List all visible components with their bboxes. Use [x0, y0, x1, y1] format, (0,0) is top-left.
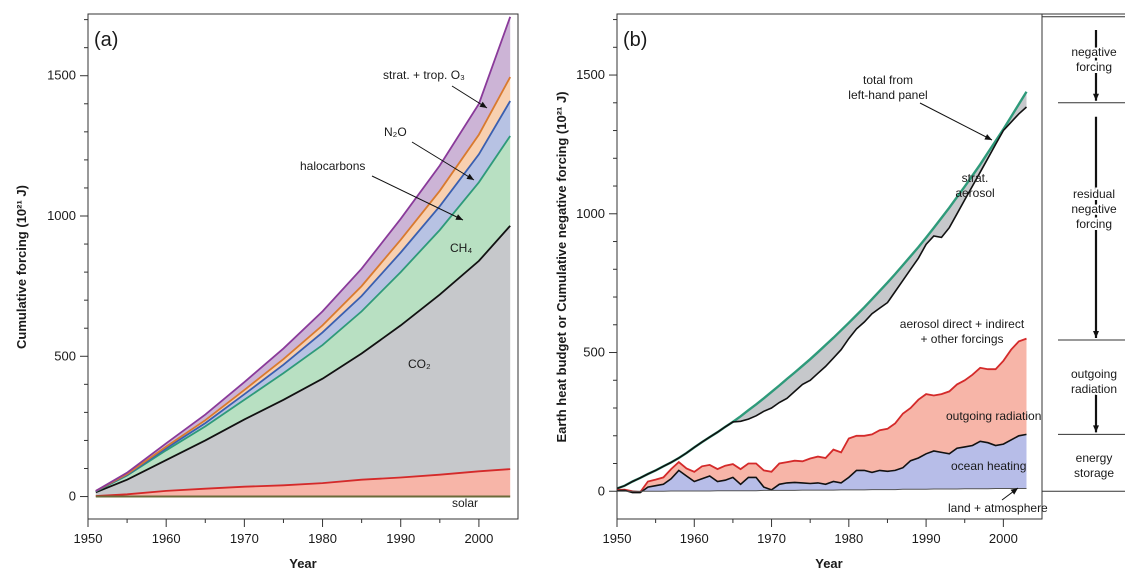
panel-a-ytick-label: 1000 — [47, 208, 76, 223]
panel-a-ytick-label: 1500 — [47, 68, 76, 83]
panel-b-ytick-label: 1000 — [576, 206, 605, 221]
panel-b-xtick-label: 1970 — [757, 531, 786, 546]
side-label-3-line1: storage — [1074, 466, 1114, 480]
side-label-2-line0: outgoing — [1071, 367, 1117, 381]
panel-a-xtick-label: 2000 — [464, 531, 493, 546]
annotation-o3: strat. + trop. O₃ — [383, 68, 465, 82]
panel-b: 1950 1960 1970 1980 1990 2000 0 500 1000 1500 (b)… — [554, 14, 1048, 571]
panel-a-ylabel: Cumulative forcing (10²¹ J) — [14, 185, 29, 349]
panel-b-xtick-label: 1950 — [603, 531, 632, 546]
annotation-strat-aerosol-line1: strat. — [962, 171, 989, 185]
side-panel: negativeforcingresidualnegativeforcingou… — [1042, 14, 1125, 491]
annotation-halocarbons: halocarbons — [300, 159, 365, 173]
panel-b-xlabel: Year — [815, 556, 842, 571]
side-label-0-line1: forcing — [1076, 60, 1112, 74]
panel-a-tag: (a) — [94, 29, 118, 51]
annotation-land-atmosphere: land + atmosphere — [948, 501, 1048, 515]
side-label-1-line2: forcing — [1076, 217, 1112, 231]
arrow-total — [920, 103, 992, 140]
panel-b-ytick-label: 500 — [583, 345, 605, 360]
panel-a-xtick-label: 1980 — [308, 531, 337, 546]
annotation-n2o: N₂O — [384, 125, 407, 139]
annotation-solar: solar — [452, 496, 478, 510]
panel-a-xtick-label: 1970 — [230, 531, 259, 546]
panel-b-ytick-label: 1500 — [576, 67, 605, 82]
panel-b-xtick-label: 1960 — [680, 531, 709, 546]
panel-b-ylabel: Earth heat budget or Cumulative negative… — [554, 91, 569, 442]
panel-b-tag: (b) — [623, 29, 647, 51]
panel-b-xtick-label: 1990 — [912, 531, 941, 546]
annotation-ch4: CH₄ — [450, 241, 472, 255]
annotation-outgoing-radiation: outgoing radiation — [946, 409, 1041, 423]
panel-a-xtick-label: 1990 — [386, 531, 415, 546]
annotation-ocean-heating: ocean heating — [951, 459, 1026, 473]
panel-a-areas — [96, 17, 510, 497]
panel-b-xtick-label: 2000 — [989, 531, 1018, 546]
panel-a-ytick-label: 500 — [54, 348, 76, 363]
panel-a-xlabel: Year — [289, 556, 316, 571]
annotation-co2: CO₂ — [408, 357, 431, 371]
annotation-total-line2: left-hand panel — [848, 88, 927, 102]
panel-a: 1950 1960 1970 1980 1990 2000 0 500 1000 1500 (a)… — [14, 14, 518, 571]
side-arrow-outgoing-head — [1093, 425, 1099, 432]
panel-a-ytick-label: 0 — [69, 489, 76, 504]
side-arrow-residual-head — [1093, 331, 1099, 338]
side-arrow-negative-head — [1093, 94, 1099, 101]
side-label-1-line0: residual — [1073, 187, 1115, 201]
annotation-aerosol-line1: aerosol direct + indirect — [900, 317, 1025, 331]
side-label-2-line1: radiation — [1071, 382, 1117, 396]
annotation-aerosol-line2: + other forcings — [920, 332, 1003, 346]
panel-a-xtick-label: 1960 — [152, 531, 181, 546]
panel-b-areas — [617, 92, 1027, 493]
annotation-strat-aerosol-line2: aerosol — [955, 186, 994, 200]
panel-a-xtick-label: 1950 — [74, 531, 103, 546]
panel-b-xtick-label: 1980 — [834, 531, 863, 546]
panel-b-ytick-label: 0 — [598, 483, 605, 498]
side-label-3-line0: energy — [1076, 451, 1113, 465]
annotation-total-line1: total from — [863, 73, 913, 87]
side-label-1-line1: negative — [1071, 202, 1117, 216]
side-label-0-line0: negative — [1071, 45, 1117, 59]
